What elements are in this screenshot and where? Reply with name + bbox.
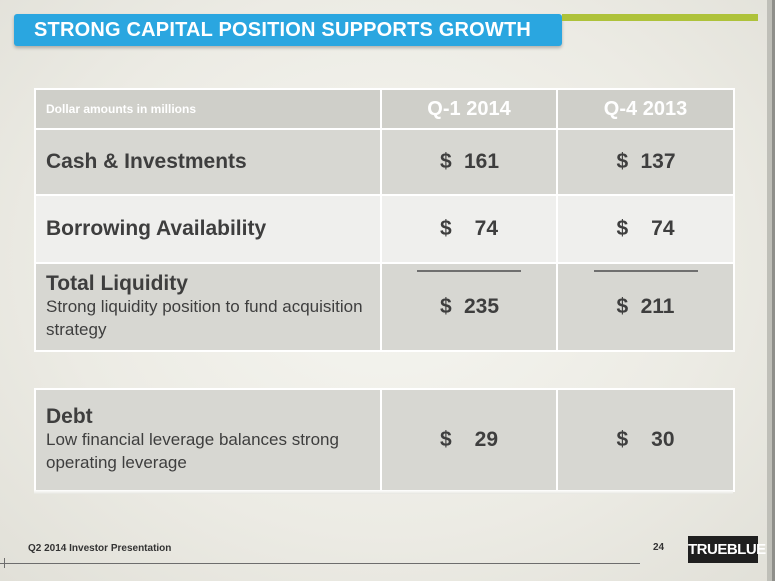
value-cell: $137: [556, 128, 735, 196]
trueblue-logo: TRUEBLUE: [688, 536, 766, 563]
value-number: 74: [474, 217, 498, 240]
footer-text: Q2 2014 Investor Presentation: [28, 543, 172, 554]
table-header-row: Dollar amounts in millions Q-1 2014 Q-4 …: [34, 88, 735, 130]
value-number: 211: [640, 295, 675, 318]
total-liquidity-note: Strong liquidity position to fund acquis…: [46, 297, 363, 339]
value-cell: $30: [556, 388, 735, 492]
value-cell: $211: [556, 262, 735, 352]
value-cell: $235: [380, 262, 558, 352]
right-edge-strip: [767, 0, 775, 581]
footer-divider: [0, 563, 640, 564]
currency-symbol: $: [440, 217, 452, 240]
total-liquidity-label: Total Liquidity: [46, 272, 188, 296]
debt-label: Debt: [46, 405, 93, 429]
row-label-debt: Debt Low financial leverage balances str…: [34, 388, 382, 492]
currency-symbol: $: [616, 217, 629, 240]
title-bar: STRONG CAPITAL POSITION SUPPORTS GROWTH: [14, 14, 562, 46]
liquidity-table: Dollar amounts in millions Q-1 2014 Q-4 …: [34, 88, 735, 352]
row-label-total-liquidity: Total Liquidity Strong liquidity positio…: [34, 262, 382, 352]
col-header-q4-2013: Q-4 2013: [556, 88, 735, 130]
table-row: Total Liquidity Strong liquidity positio…: [34, 262, 735, 352]
currency-symbol: $: [616, 295, 629, 318]
debt-note: Low financial leverage balances strong o…: [46, 430, 339, 472]
value-number: 30: [651, 428, 675, 451]
value-number: 29: [474, 428, 498, 451]
value-number: 235: [464, 295, 500, 318]
value-cell: $29: [380, 388, 558, 492]
table-row: Borrowing Availability $74 $74: [34, 194, 735, 264]
currency-symbol: $: [440, 295, 452, 318]
currency-symbol: $: [440, 428, 452, 451]
sum-line: [593, 270, 698, 272]
row-label-borrowing: Borrowing Availability: [34, 194, 382, 264]
sum-line: [417, 270, 521, 272]
slide-title: STRONG CAPITAL POSITION SUPPORTS GROWTH: [34, 19, 532, 41]
accent-line: [562, 14, 758, 21]
table-shadow: [34, 490, 733, 494]
currency-symbol: $: [616, 150, 629, 173]
col-header-q1-2014: Q-1 2014: [380, 88, 558, 130]
value-number: 137: [640, 150, 676, 173]
footer-tick: [4, 558, 5, 568]
value-number: 74: [651, 217, 675, 240]
value-number: 161: [464, 150, 500, 173]
right-edge-strip-dark: [772, 0, 775, 581]
currency-symbol: $: [616, 428, 629, 451]
currency-symbol: $: [440, 150, 452, 173]
value-cell: $74: [556, 194, 735, 264]
table-row: Cash & Investments $161 $137: [34, 128, 735, 196]
debt-table: Debt Low financial leverage balances str…: [34, 388, 735, 492]
table-row: Debt Low financial leverage balances str…: [34, 388, 735, 492]
value-cell: $74: [380, 194, 558, 264]
page-number: 24: [653, 542, 665, 553]
value-cell: $161: [380, 128, 558, 196]
units-note: Dollar amounts in millions: [34, 88, 382, 130]
row-label-cash: Cash & Investments: [34, 128, 382, 196]
